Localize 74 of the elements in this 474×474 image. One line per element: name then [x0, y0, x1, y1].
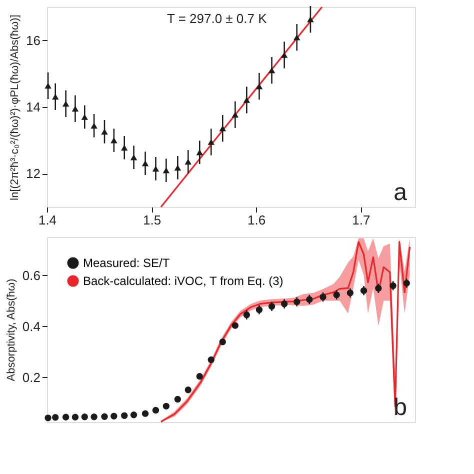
point [219, 338, 226, 346]
legend-label: Measured: SE/T [83, 256, 170, 270]
point [208, 139, 214, 145]
point [130, 154, 138, 160]
point [62, 414, 70, 420]
y-axis-title: Absorptivity, Abs(ħω) [5, 278, 18, 382]
point [152, 166, 160, 172]
point [243, 311, 250, 318]
point [110, 412, 118, 420]
point [390, 282, 396, 290]
point [219, 125, 226, 132]
point [184, 386, 192, 394]
x-tick-label: 1.5 [143, 212, 162, 228]
point [121, 412, 128, 419]
point [403, 280, 410, 287]
y-tick-label: 14 [26, 100, 40, 114]
point [280, 52, 288, 58]
x-tick-label: 1.7 [352, 212, 370, 228]
y-tick-label: 12 [26, 166, 40, 182]
point [81, 114, 88, 120]
annotation: a [394, 179, 408, 206]
annotation: T = 297.0 ± 0.7 K [167, 11, 268, 26]
point [256, 306, 263, 314]
point [208, 356, 214, 364]
point [72, 106, 79, 112]
point [306, 296, 313, 303]
point [307, 16, 314, 22]
point [196, 372, 203, 380]
point [280, 300, 288, 308]
y-tick-label: 0.6 [22, 268, 40, 283]
point [174, 396, 182, 403]
point [101, 413, 108, 420]
point [268, 67, 276, 74]
y-tick-label: 0.4 [22, 318, 40, 334]
point [346, 290, 354, 296]
point [90, 122, 98, 129]
point [152, 406, 160, 414]
point [268, 303, 276, 310]
point [142, 160, 149, 166]
point [101, 128, 108, 135]
point [232, 112, 239, 118]
point [110, 137, 118, 144]
point [320, 294, 326, 300]
x-tick-label: 1.6 [248, 212, 266, 228]
annotation: b [394, 394, 407, 421]
point [294, 298, 300, 306]
point [162, 402, 170, 410]
point [44, 82, 52, 89]
point [196, 149, 203, 156]
y-axis-title: ln[(2π²ħ³·c₀²/(ħω)²)·φPL(ħω)/Abs(ħω)] [9, 14, 22, 200]
point [44, 414, 52, 422]
y-tick-label: 16 [26, 32, 40, 48]
point [90, 414, 98, 420]
point [333, 292, 340, 298]
x-tick-label: 1.4 [38, 212, 57, 228]
point [174, 164, 182, 171]
point [294, 34, 300, 40]
point [52, 94, 59, 100]
point [243, 97, 250, 103]
point [232, 322, 239, 329]
point [62, 100, 70, 107]
point [375, 284, 382, 292]
point [256, 83, 263, 90]
point [360, 287, 368, 294]
point [52, 414, 59, 421]
point [142, 410, 149, 417]
point [184, 158, 192, 165]
point [72, 414, 79, 420]
y-tick-label: 0.2 [22, 370, 40, 385]
point [162, 167, 170, 174]
point [130, 412, 138, 418]
point [121, 144, 128, 151]
legend-label: Back-calculated: iVOC, T from Eq. (3) [83, 274, 284, 288]
point [81, 414, 88, 420]
